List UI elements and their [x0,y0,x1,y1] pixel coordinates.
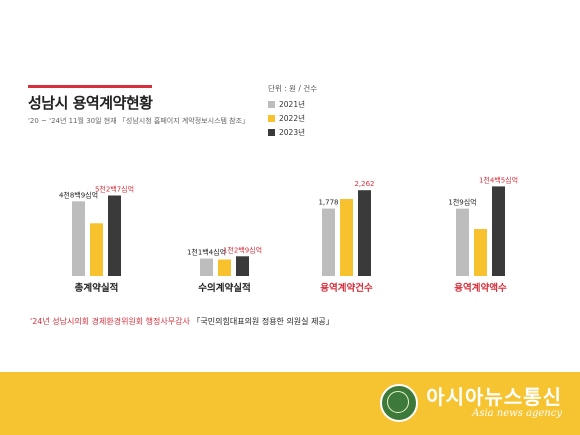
bar-3-2 [492,186,505,276]
data-label-1-2: 1천2백9십억 [223,245,262,254]
legend-item-2022: 2022년 [268,112,305,125]
footer-band: 아시아뉴스통신 Asia news agency [0,372,580,435]
unit-label: 단위 : 원 / 건수 [268,84,318,93]
bar-2-0 [322,208,335,276]
category-label-2: 용역계약건수 [320,282,373,294]
title-accent-bar [28,85,152,88]
page-title: 성남시 용역계약현황 [28,94,153,112]
data-label-2-2: 2,262 [354,180,374,188]
data-label-1-0: 1천1백4십억 [187,248,226,257]
bar-2-1 [340,199,353,276]
legend-swatch-2023 [268,129,275,136]
category-label-3: 용역계약액수 [454,282,507,294]
bar-0-0 [72,201,85,276]
bar-0-1 [90,223,103,276]
legend-item-2023: 2023년 [268,126,305,139]
legend-label-2023: 2023년 [279,128,305,137]
brand-subtitle: Asia news agency [472,408,562,419]
globe-ring-icon [387,391,410,413]
page-subtitle: '20 ~ '24년 11월 30일 현재 「성남시청 홈페이지 계약정보시스템… [28,117,250,125]
category-label-0: 총계약실적 [75,282,119,294]
bar-3-0 [456,208,469,276]
source-note: '24년 성남시의회 경제환경위원회 행정사무감사 「국민의힘대표의원 정용한 … [30,316,334,327]
data-label-3-0: 1천9십억 [448,198,476,207]
brand-name: 아시아뉴스통신 [426,385,562,409]
legend-item-2021: 2021년 [268,98,305,111]
bar-1-1 [218,259,231,276]
data-label-3-2: 1천4백5십억 [479,175,518,184]
bar-3-1 [474,229,487,276]
source-note-provider: 「국민의힘대표의원 정용한 의원실 제공」 [192,317,334,326]
bar-1-2 [236,256,249,276]
legend-label-2022: 2022년 [279,114,305,123]
brand-logo[interactable]: 아시아뉴스통신 Asia news agency [380,384,562,422]
data-label-0-2: 5천2백7십억 [95,184,134,193]
data-label-2-0: 1,778 [318,199,338,207]
category-label-1: 수의계약실적 [198,282,250,294]
legend-swatch-2021 [268,101,275,108]
globe-emblem-icon [380,384,419,422]
brand-text: 아시아뉴스통신 Asia news agency [426,386,562,420]
legend-label-2021: 2021년 [279,100,305,109]
source-note-event: '24년 성남시의회 경제환경위원회 행정사무감사 [30,317,190,326]
bar-0-2 [108,195,121,276]
bar-1-0 [200,258,213,276]
legend-swatch-2022 [268,115,275,122]
legend: 2021년 2022년 2023년 [268,98,305,140]
bar-2-2 [358,190,371,276]
data-label-0-0: 4천8백9십억 [59,190,98,199]
